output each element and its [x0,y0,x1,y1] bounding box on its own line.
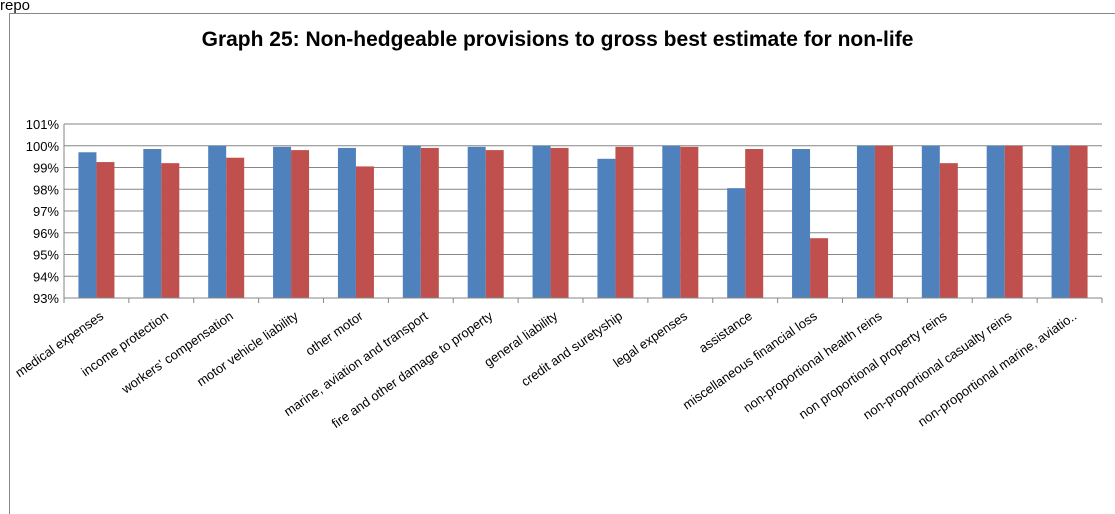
bar-series-2 [550,147,569,298]
bar-series-1 [143,149,162,298]
chart-frame [9,13,1115,514]
y-tick-label: 96% [33,226,59,241]
bar-series-1 [208,145,227,298]
bar-series-2 [96,162,115,298]
bar-series-2 [485,150,504,298]
y-tick-label: 100% [26,139,60,154]
bar-series-2 [420,147,439,298]
bar-series-2 [745,149,764,298]
bar-series-2 [161,163,180,298]
bar-series-2 [680,146,699,298]
x-tick-label: workers' compensation [118,308,236,397]
bar-series-2 [1004,145,1023,298]
bar-series-1 [78,152,97,298]
chart-title: Graph 25: Non-hedgeable provisions to gr… [201,28,914,51]
corner-label: repo [0,0,31,14]
y-tick-label: 97% [33,204,59,219]
bar-series-1 [402,145,421,298]
bar-series-2 [355,166,374,298]
bar-series-2 [939,163,958,298]
bar-series-1 [273,146,292,298]
x-tick-label: other motor [303,308,367,359]
bar-series-1 [1051,145,1070,298]
y-tick-label: 93% [33,291,59,306]
bar-series-1 [532,145,551,298]
y-tick-label: 101% [26,117,60,132]
bar-series-2 [810,238,829,298]
y-tick-label: 94% [33,269,59,284]
bar-series-1 [597,158,616,298]
y-tick-label: 98% [33,182,59,197]
bar-series-1 [856,145,875,298]
x-tick-label: assistance [696,308,755,356]
bar-series-1 [727,188,746,298]
bar-series-2 [291,150,310,298]
y-tick-label: 95% [33,248,59,263]
y-tick-label: 99% [33,161,59,176]
bar-series-2 [1069,145,1088,298]
bar-series-2 [874,145,893,298]
bar-series-1 [921,145,940,298]
bar-series-1 [337,147,356,298]
bar-series-1 [467,146,486,298]
bar-series-2 [226,157,245,298]
bar-series-1 [662,145,681,298]
bar-series-2 [615,146,634,298]
bar-series-1 [792,149,811,298]
bar-series-1 [986,145,1005,298]
